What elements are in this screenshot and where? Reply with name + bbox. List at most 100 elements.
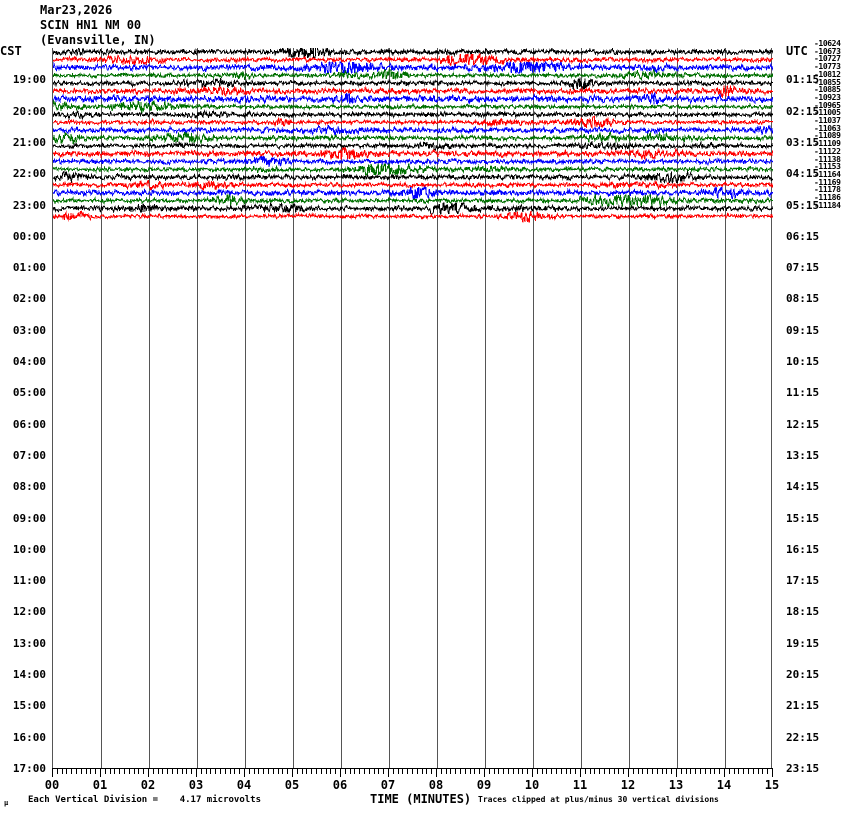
x-minor-tick [272,768,274,774]
x-minor-tick [714,768,716,774]
x-minor-tick [536,768,538,774]
x-minor-tick [210,768,212,774]
left-time-label-0300: 03:00 [12,323,46,337]
right-time-label-0615: 06:15 [786,229,820,243]
x-minor-tick [748,768,749,774]
x-minor-tick [512,768,514,774]
x-minor-tick [80,768,82,774]
x-minor-tick [109,768,111,774]
x-minor-tick [719,768,721,774]
x-axis-label-02: 02 [140,778,156,792]
x-minor-tick [464,768,466,774]
left-time-label-1000: 10:00 [12,542,46,556]
x-minor-tick [253,768,255,774]
x-minor-tick [186,768,188,774]
x-minor-tick [680,768,682,774]
right-time-axis: UTC 01:15 02:15 03:15 04:15 05:15 06:15 07:15 08… [772,0,850,814]
x-minor-tick [652,768,653,774]
x-minor-tick [378,768,380,774]
left-time-label-0900: 09:00 [12,511,46,525]
header-date: Mar23,2026 [40,3,113,17]
trace-row-2 [53,60,773,76]
trace-row-4 [53,77,773,91]
calibration-note: Each Vertical Division = 4.17 microvolts [28,795,261,805]
x-minor-tick [618,768,620,774]
x-minor-tick [642,768,644,774]
seismic-traces [53,48,773,224]
x-minor-tick [402,768,404,774]
row-mean-value: -11005 [814,108,841,118]
helicorder-plot[interactable] [52,48,773,768]
left-time-label-2200: 22:00 [12,167,46,181]
right-time-label-2315: 23:15 [786,762,820,775]
left-time-label-2300: 23:00 [12,198,46,212]
right-time-label-2115: 21:15 [786,699,820,713]
right-time-label-1015: 10:15 [786,355,820,369]
x-minor-tick [172,768,173,774]
x-major-tick-12 [628,768,629,777]
x-minor-tick [541,768,543,774]
x-minor-tick [128,768,130,774]
header-location: (Evansville, IN) [40,33,156,47]
x-axis-ticks: 00 01 02 03 04 05 06 07 08 09 10 11 12 13 14 15 [0,768,850,794]
x-minor-tick [316,768,317,774]
grid-line-minute-1 [101,48,102,768]
x-minor-tick [594,768,596,774]
right-time-label-1515: 15:15 [786,511,820,525]
x-major-tick-6 [340,768,341,777]
x-axis-label-09: 09 [476,778,492,792]
x-minor-tick [344,768,346,774]
x-minor-tick [85,768,87,774]
grid-line-minute-5 [293,48,294,768]
x-major-tick-9 [484,768,485,777]
x-minor-tick [157,768,159,774]
x-minor-tick [152,768,154,774]
right-time-label-0315: 03:15 [786,135,820,149]
x-axis-label-05: 05 [284,778,300,792]
row-mean-value: -10965 [814,100,841,110]
left-time-label-0200: 02:00 [12,292,46,306]
x-minor-tick [570,768,572,774]
trace-row-8 [53,109,773,121]
left-time-label-2100: 21:00 [12,135,46,149]
x-minor-tick [383,768,385,774]
right-time-label-1715: 17:15 [786,574,820,588]
left-axis-corner-label: CST [0,44,22,58]
right-time-label-0115: 01:15 [786,73,820,87]
x-axis-label-13: 13 [668,778,684,792]
right-time-label-1115: 11:15 [786,386,820,400]
x-minor-tick [752,768,754,774]
right-time-label-0515: 05:15 [786,198,820,212]
x-major-tick-8 [436,768,437,777]
x-major-tick-2 [148,768,149,777]
x-minor-tick [445,768,447,774]
x-minor-tick [623,768,625,774]
x-minor-tick [604,768,605,774]
x-minor-tick [738,768,740,774]
grid-line-minute-13 [677,48,678,768]
x-minor-tick [311,768,313,774]
x-major-tick-13 [676,768,677,777]
x-minor-tick [229,768,231,774]
x-major-tick-1 [100,768,101,777]
x-minor-tick [546,768,548,774]
x-minor-tick [671,768,673,774]
grid-line-minute-6 [341,48,342,768]
x-minor-tick [503,768,505,774]
right-time-label-0815: 08:15 [786,292,820,306]
microvolt-symbol: μ [4,799,9,807]
x-minor-tick [181,768,183,774]
x-minor-tick [397,768,399,774]
x-minor-tick [599,768,601,774]
trace-row-0 [53,48,773,59]
trace-row-21 [53,210,773,224]
x-minor-tick [407,768,409,774]
grid-line-minute-4 [245,48,246,768]
x-minor-tick [709,768,711,774]
trace-row-3 [53,68,773,81]
x-minor-tick [426,768,428,774]
x-minor-tick [527,768,529,774]
x-minor-tick [666,768,668,774]
x-major-tick-3 [196,768,197,777]
x-minor-tick [460,768,461,774]
